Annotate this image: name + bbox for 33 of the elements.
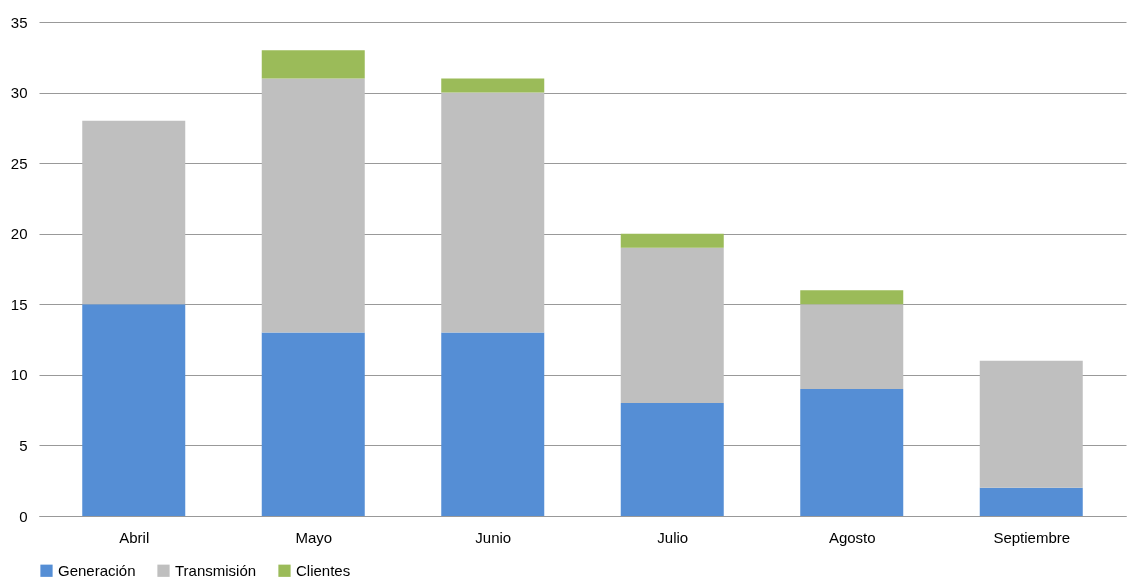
legend-label: Clientes: [296, 561, 351, 579]
bar: [620, 233, 724, 248]
bar: [261, 78, 365, 333]
bar: [261, 50, 365, 79]
y-tick-label: 20: [10, 225, 28, 243]
bar: [82, 304, 186, 516]
bar: [979, 360, 1083, 488]
x-tick-label: Mayo: [295, 528, 333, 546]
legend-label: Transmisión: [175, 561, 257, 579]
bar: [800, 290, 904, 305]
legend-label: Generación: [58, 561, 136, 579]
bar: [800, 388, 904, 516]
bar: [800, 304, 904, 389]
bar: [620, 403, 724, 516]
y-tick-label: 25: [10, 154, 28, 172]
bar: [82, 120, 186, 305]
x-tick-label: Junio: [475, 528, 512, 546]
x-tick-label: Agosto: [828, 528, 876, 546]
x-tick-label: Septiembre: [993, 528, 1071, 546]
bar: [620, 247, 724, 404]
x-tick-label: Abril: [119, 528, 150, 546]
bar: [441, 332, 545, 516]
y-tick-label: 5: [19, 436, 28, 454]
y-tick-label: 35: [10, 13, 28, 31]
x-tick-label: Julio: [657, 528, 689, 546]
y-tick-label: 30: [10, 84, 28, 102]
bar: [261, 332, 365, 516]
bar: [441, 78, 545, 93]
y-tick-label: 15: [10, 295, 28, 313]
y-tick-label: 10: [10, 366, 28, 384]
bar: [441, 92, 545, 333]
bar: [979, 487, 1083, 516]
y-tick-label: 0: [19, 507, 28, 525]
